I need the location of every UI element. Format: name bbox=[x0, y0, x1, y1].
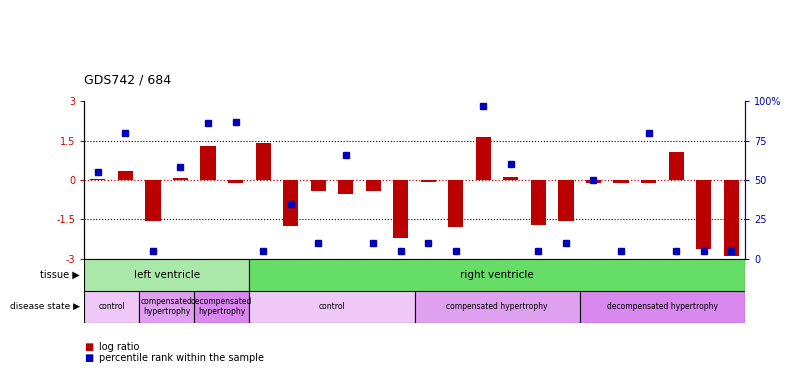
Text: GDS742 / 684: GDS742 / 684 bbox=[84, 73, 171, 86]
Bar bbox=[531, 180, 546, 225]
Bar bbox=[311, 180, 326, 191]
Bar bbox=[696, 180, 711, 249]
Bar bbox=[338, 180, 353, 194]
Text: percentile rank within the sample: percentile rank within the sample bbox=[99, 353, 264, 363]
Text: right ventricle: right ventricle bbox=[461, 270, 534, 280]
Bar bbox=[614, 180, 629, 183]
Bar bbox=[586, 180, 601, 183]
Bar bbox=[449, 180, 464, 227]
Bar bbox=[283, 180, 298, 226]
Bar bbox=[228, 180, 244, 183]
Bar bbox=[139, 291, 195, 322]
Bar bbox=[503, 177, 518, 180]
Bar bbox=[641, 180, 656, 183]
Text: left ventricle: left ventricle bbox=[134, 270, 199, 280]
Bar bbox=[723, 180, 739, 256]
Bar bbox=[249, 259, 745, 291]
Bar bbox=[421, 180, 436, 182]
Text: ■: ■ bbox=[84, 353, 94, 363]
Bar bbox=[558, 180, 574, 220]
Bar bbox=[84, 291, 139, 322]
Bar bbox=[118, 171, 133, 180]
Bar bbox=[580, 291, 745, 322]
Text: control: control bbox=[319, 302, 345, 311]
Bar bbox=[249, 291, 415, 322]
Text: control: control bbox=[99, 302, 125, 311]
Bar bbox=[415, 291, 580, 322]
Bar bbox=[84, 259, 249, 291]
Text: decompensated
hypertrophy: decompensated hypertrophy bbox=[191, 297, 252, 316]
Text: tissue ▶: tissue ▶ bbox=[40, 270, 80, 280]
Text: ■: ■ bbox=[84, 342, 94, 352]
Bar bbox=[200, 146, 215, 180]
Text: compensated hypertrophy: compensated hypertrophy bbox=[446, 302, 548, 311]
Text: compensated
hypertrophy: compensated hypertrophy bbox=[141, 297, 193, 316]
Text: log ratio: log ratio bbox=[99, 342, 139, 352]
Bar bbox=[91, 179, 106, 180]
Bar bbox=[195, 291, 249, 322]
Bar bbox=[256, 143, 271, 180]
Text: disease state ▶: disease state ▶ bbox=[10, 302, 80, 311]
Text: decompensated hypertrophy: decompensated hypertrophy bbox=[607, 302, 718, 311]
Bar bbox=[173, 178, 188, 180]
Bar bbox=[669, 152, 684, 180]
Bar bbox=[476, 138, 491, 180]
Bar bbox=[145, 180, 160, 222]
Bar bbox=[365, 180, 380, 191]
Bar bbox=[393, 180, 409, 238]
